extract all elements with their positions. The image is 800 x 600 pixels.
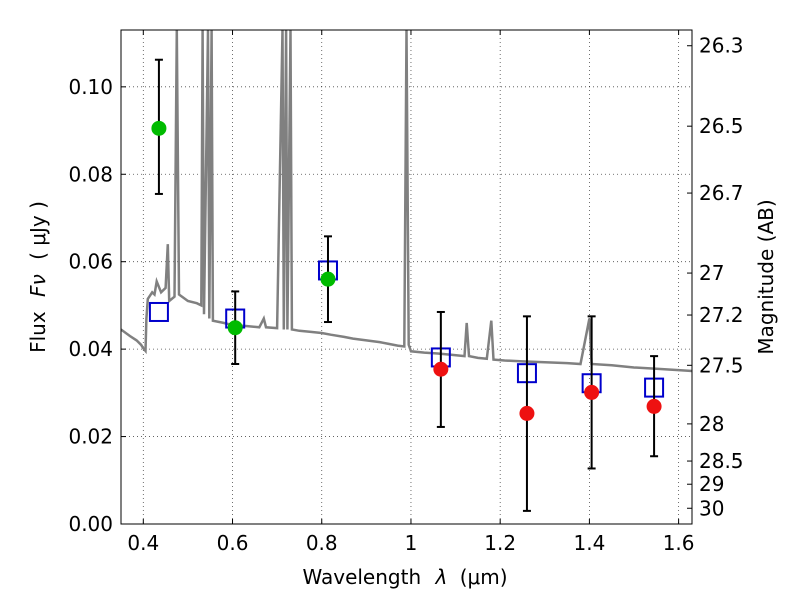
x-tick-label: 1.2 bbox=[484, 531, 516, 555]
x-tick-label: 1.4 bbox=[573, 531, 605, 555]
observed-point bbox=[433, 361, 449, 377]
model-square-marker bbox=[148, 301, 169, 322]
y-tick-label: 0.02 bbox=[68, 425, 113, 449]
observed-point bbox=[584, 384, 600, 400]
y-tick-label: 0.06 bbox=[68, 250, 113, 274]
ticks: 0.4 0.6 0.8 1 1.2 1.4 1.6 0.00 0.02 0.04 0.06 0.08 0… bbox=[68, 30, 744, 555]
plot-frame bbox=[120, 29, 693, 525]
right-tick-label: 28 bbox=[699, 412, 724, 436]
observed-point bbox=[151, 120, 167, 136]
right-axis-label: Magnitude (AB) bbox=[754, 199, 778, 354]
x-axis-label: Wavelength λ (μm) bbox=[302, 565, 507, 589]
observed-point bbox=[646, 398, 662, 414]
right-tick-label: 26.5 bbox=[699, 114, 744, 138]
y-tick-label: 0.08 bbox=[68, 162, 113, 186]
right-tick-label: 29 bbox=[699, 472, 724, 496]
right-tick-label: 27.5 bbox=[699, 353, 744, 377]
spectrum-layer bbox=[121, 30, 692, 373]
y-tick-label: 0.00 bbox=[68, 512, 113, 536]
x-tick-label: 0.6 bbox=[217, 531, 249, 555]
y-tick-label: 0.10 bbox=[68, 75, 113, 99]
x-tick-label: 0.4 bbox=[127, 531, 159, 555]
x-tick-label: 0.8 bbox=[306, 531, 338, 555]
right-tick-label: 26.7 bbox=[699, 181, 744, 205]
y-axis-label: Flux Fν ( μJy ) bbox=[26, 201, 50, 353]
observed-point bbox=[227, 320, 243, 336]
x-tick-label: 1.6 bbox=[663, 531, 695, 555]
spectrum-line bbox=[121, 30, 692, 373]
marks bbox=[148, 58, 665, 512]
observed-point bbox=[519, 405, 535, 421]
right-tick-label: 30 bbox=[699, 496, 724, 520]
right-tick-label: 28.5 bbox=[699, 449, 744, 473]
observed-point bbox=[320, 271, 336, 287]
right-tick-label: 27 bbox=[699, 261, 724, 285]
right-tick-label: 27.2 bbox=[699, 303, 744, 327]
right-tick-label: 26.3 bbox=[699, 34, 744, 58]
y-tick-label: 0.04 bbox=[68, 337, 113, 361]
x-tick-label: 1 bbox=[405, 531, 418, 555]
